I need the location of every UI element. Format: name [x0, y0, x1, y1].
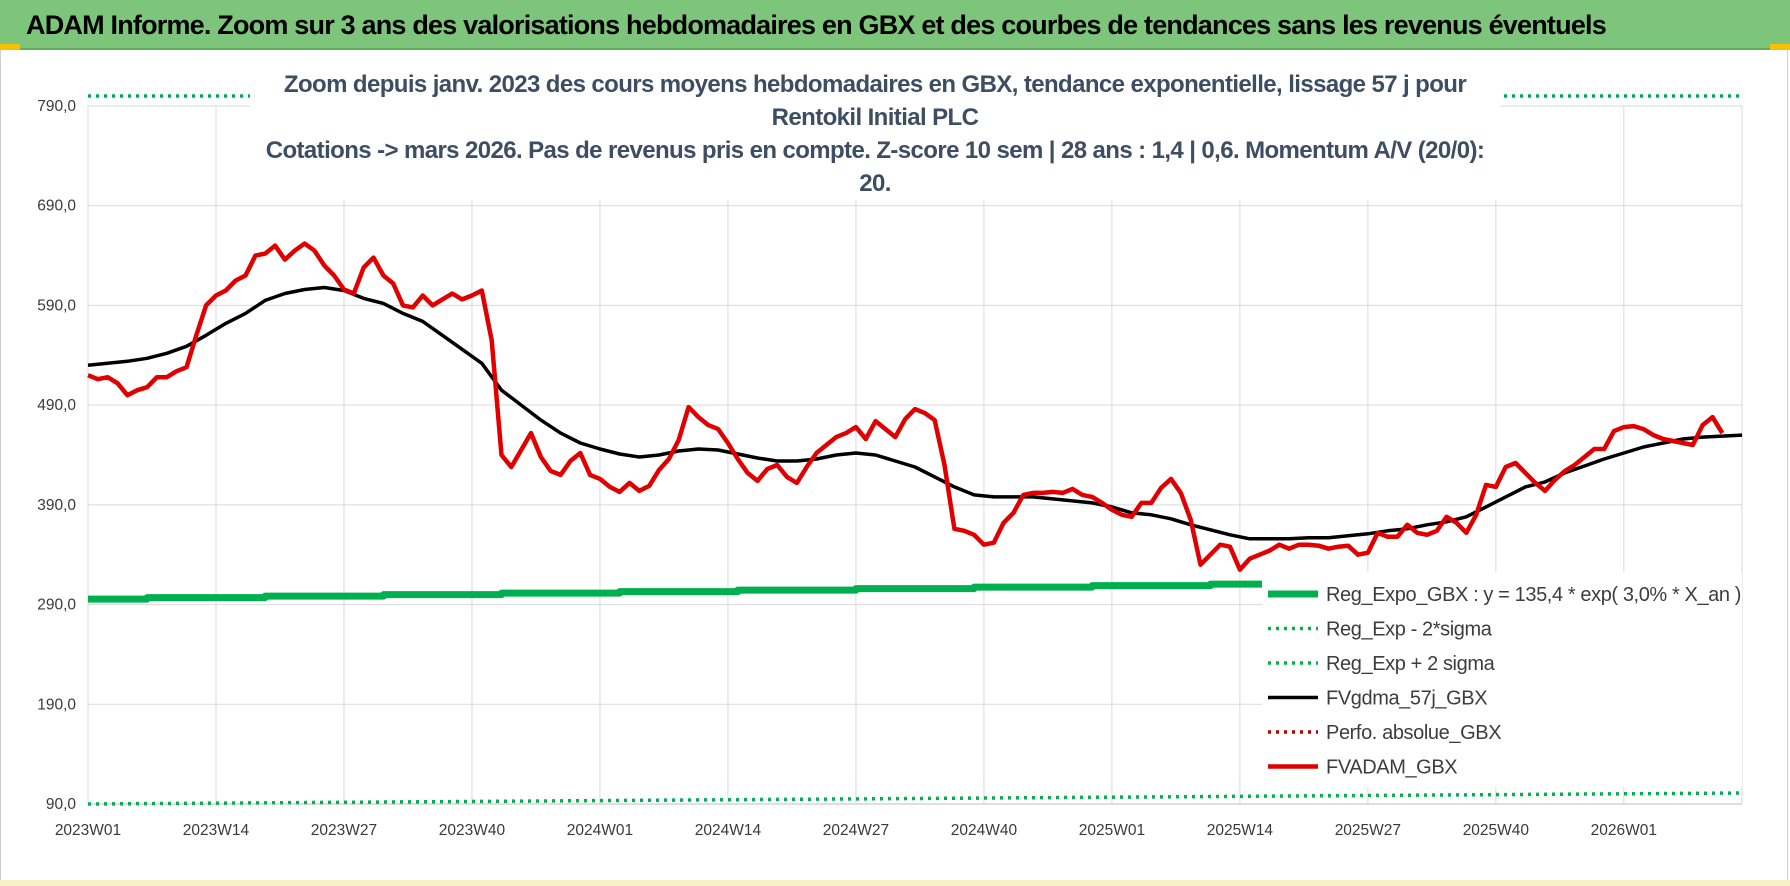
- y-axis: 90,0 190,0 290,0 390,0 490,0 590,0 690,0 790,0: [37, 98, 76, 813]
- legend: Reg_Expo_GBX : y = 135,4 * exp( 3,0% * X…: [1262, 572, 1742, 787]
- y-tick-label: 390,0: [37, 497, 76, 514]
- x-tick-label: 2025W01: [1079, 822, 1145, 839]
- bottom-strip: [0, 880, 1790, 886]
- chart-title-line1: Zoom depuis janv. 2023 des cours moyens …: [283, 71, 1467, 131]
- x-tick-label: 2025W27: [1335, 822, 1401, 839]
- legend-entry: Perfo. absolue_GBX: [1326, 722, 1501, 744]
- y-tick-label: 190,0: [37, 696, 76, 713]
- x-tick-label: 2025W14: [1207, 822, 1274, 839]
- x-tick-label: 2024W14: [695, 822, 762, 839]
- y-tick-label: 490,0: [37, 397, 76, 414]
- title-banner: ADAM Informe. Zoom sur 3 ans des valoris…: [0, 0, 1790, 50]
- series-line-5: [87, 241, 1725, 572]
- legend-background: [1262, 572, 1742, 787]
- x-tick-label: 2025W40: [1463, 822, 1530, 839]
- y-tick-label: 90,0: [46, 796, 77, 813]
- legend-entry: Reg_Expo_GBX : y = 135,4 * exp( 3,0% * X…: [1326, 584, 1741, 606]
- grid: [87, 105, 1743, 805]
- legend-entry: Reg_Exp - 2*sigma: [1326, 619, 1493, 641]
- x-tick-label: 2024W40: [951, 822, 1018, 839]
- x-tick-label: 2023W14: [183, 822, 250, 839]
- legend-entry: FVADAM_GBX: [1326, 757, 1457, 779]
- x-tick-label: 2026W01: [1591, 822, 1657, 839]
- banner-corner-left: [0, 44, 20, 50]
- series-line-3: [87, 285, 1743, 541]
- chart-title: Zoom depuis janv. 2023 des cours moyens …: [250, 68, 1500, 200]
- y-tick-label: 290,0: [37, 597, 76, 614]
- x-tick-label: 2024W27: [823, 822, 889, 839]
- y-tick-label: 590,0: [37, 297, 76, 314]
- x-tick-label: 2023W27: [311, 822, 377, 839]
- x-axis: 2023W01 2023W14 2023W27 2023W40 2024W01 2024W…: [55, 803, 1742, 839]
- legend-entry: FVgdma_57j_GBX: [1326, 688, 1487, 710]
- y-tick-label: 690,0: [37, 198, 76, 215]
- banner-title: ADAM Informe. Zoom sur 3 ans des valoris…: [26, 10, 1607, 40]
- legend-entry: Reg_Exp + 2 sigma: [1326, 653, 1496, 675]
- chart-title-line2: Cotations -> mars 2026. Pas de revenus p…: [265, 137, 1485, 197]
- series-line-1: [87, 791, 1743, 806]
- x-tick-label: 2023W01: [55, 822, 121, 839]
- y-tick-label: 790,0: [37, 98, 76, 115]
- x-tick-label: 2024W01: [567, 822, 633, 839]
- banner-corner-right: [1770, 44, 1790, 50]
- x-tick-label: 2023W40: [439, 822, 506, 839]
